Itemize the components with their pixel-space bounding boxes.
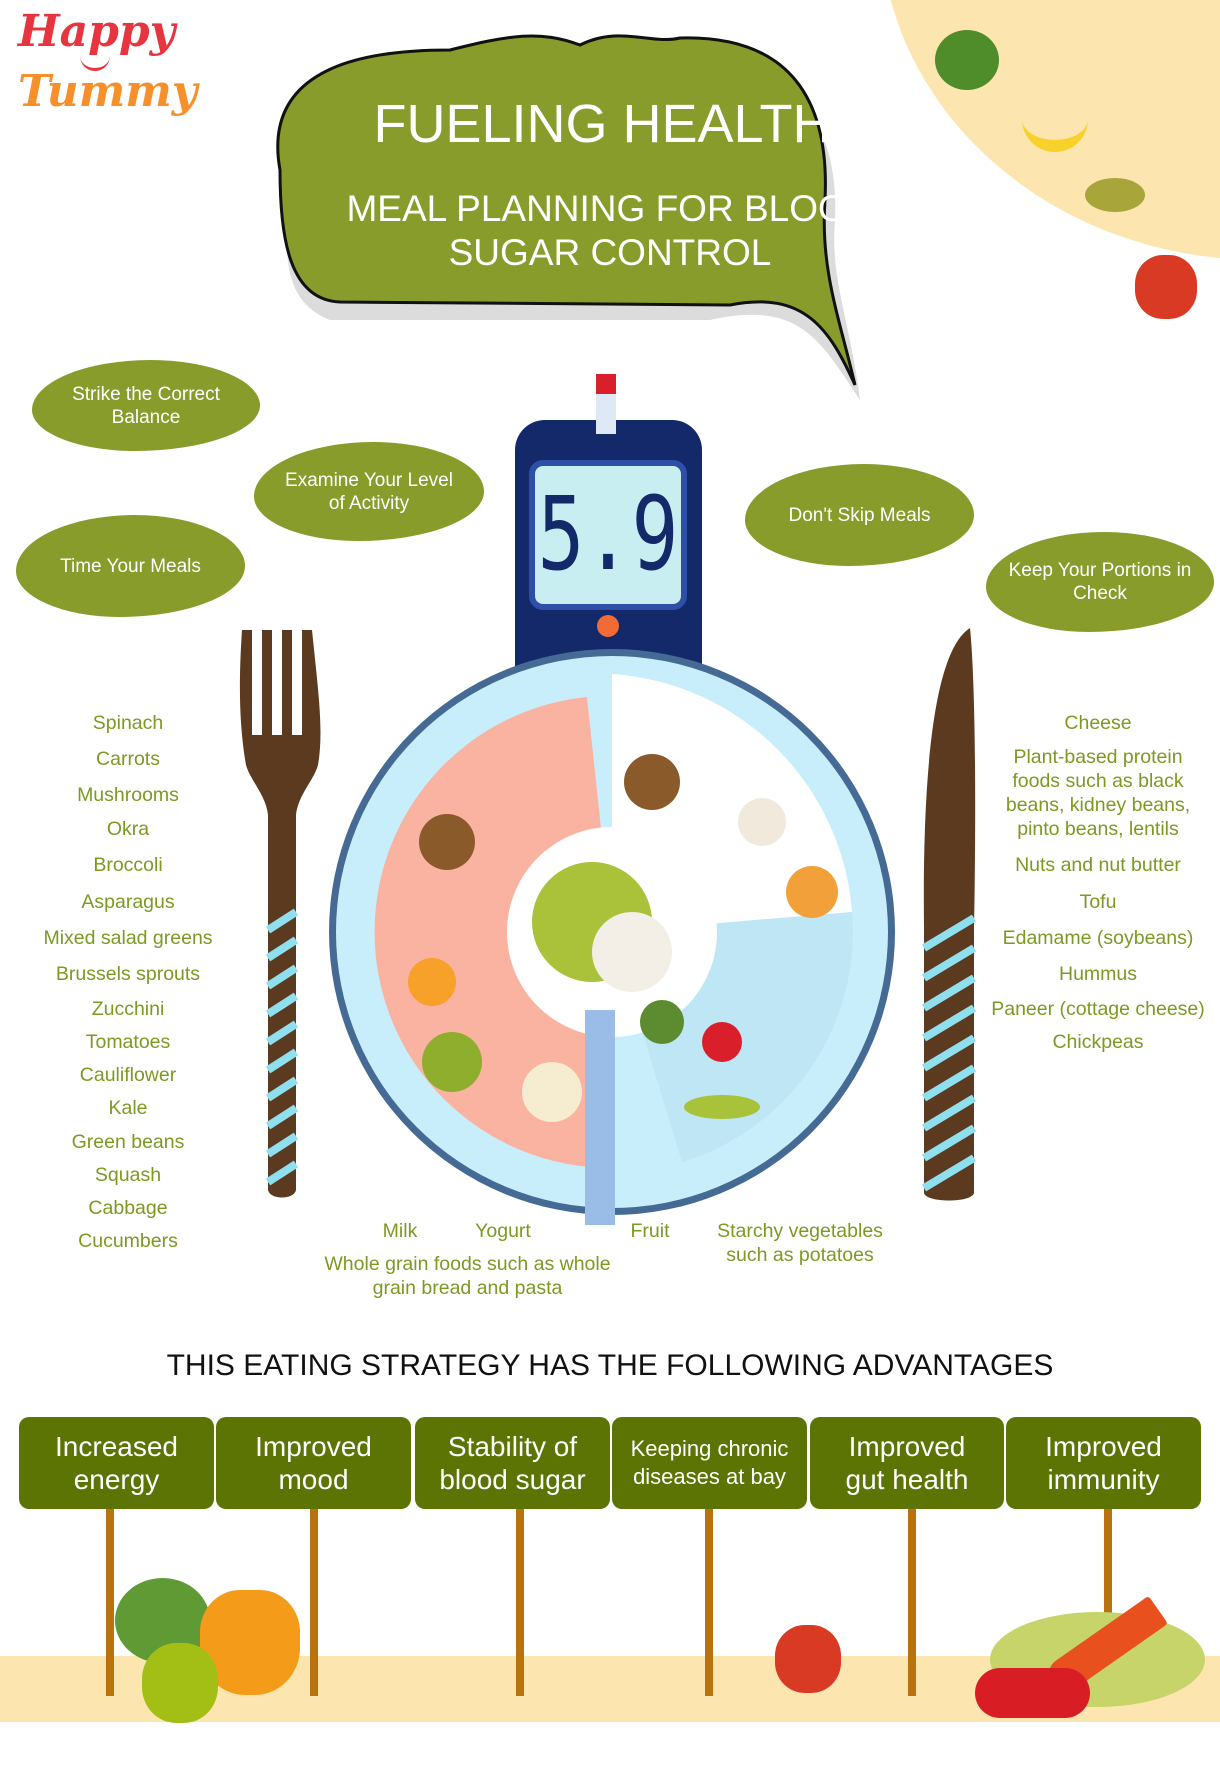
advantage-chronic-diseases: Keeping chronic diseases at bay bbox=[612, 1417, 807, 1509]
knife-icon bbox=[921, 628, 977, 1201]
fork-icon bbox=[239, 630, 321, 1198]
list-item: Okra bbox=[106, 818, 150, 840]
list-item: Spinach bbox=[92, 712, 164, 734]
list-item: Squash bbox=[94, 1164, 162, 1186]
olives-icon bbox=[1085, 178, 1145, 212]
logo-line1: Happy bbox=[18, 6, 176, 57]
sign-pole bbox=[106, 1509, 114, 1696]
tip-dont-skip: Don't Skip Meals bbox=[745, 464, 974, 566]
label-starchy: Starchy vegetables such as potatoes bbox=[717, 1220, 883, 1266]
list-item: Cheese bbox=[1064, 712, 1132, 734]
list-item: Edamame (soybeans) bbox=[1002, 927, 1194, 949]
broccoli-icon bbox=[935, 30, 999, 90]
apple-icon bbox=[775, 1625, 841, 1693]
list-item: Cabbage bbox=[88, 1197, 168, 1219]
test-strip-icon bbox=[596, 374, 616, 434]
list-item: Zucchini bbox=[91, 998, 165, 1020]
list-item: Paneer (cottage cheese) bbox=[991, 998, 1205, 1020]
list-item: Chickpeas bbox=[1052, 1031, 1144, 1053]
tip-strike-balance: Strike the Correct Balance bbox=[32, 360, 260, 451]
apple-icon bbox=[1135, 255, 1197, 319]
food-broccoli-icon bbox=[640, 1000, 684, 1044]
glucose-meter: 5.9 bbox=[515, 374, 702, 680]
food-eggs-icon bbox=[738, 798, 786, 846]
tip-time-meals: Time Your Meals bbox=[16, 515, 245, 617]
smile-icon bbox=[80, 56, 110, 71]
sign-pole bbox=[908, 1509, 916, 1696]
meter-button bbox=[597, 615, 619, 637]
list-item: Mixed salad greens bbox=[43, 927, 213, 949]
food-nuts-icon bbox=[419, 814, 475, 870]
tip-activity-level: Examine Your Level of Activity bbox=[254, 442, 484, 541]
food-mushroom-icon bbox=[592, 912, 672, 992]
tomatoes-icon bbox=[975, 1668, 1090, 1718]
food-tomatoes-icon bbox=[702, 1022, 742, 1062]
food-avocado-half-icon bbox=[422, 1032, 482, 1092]
logo-line2: Tummy bbox=[18, 66, 198, 117]
list-item: Hummus bbox=[1058, 963, 1137, 985]
sign-pole bbox=[705, 1509, 713, 1696]
list-item: Green beans bbox=[71, 1131, 185, 1153]
page-subtitle: MEAL PLANNING FOR BLOOD SUGAR CONTROL bbox=[346, 188, 874, 273]
food-cheese-icon bbox=[522, 1062, 582, 1122]
plate bbox=[329, 649, 895, 1215]
list-item: Kale bbox=[108, 1097, 148, 1119]
list-item: Tomatoes bbox=[85, 1031, 171, 1053]
list-item: Asparagus bbox=[81, 891, 175, 913]
plate-fork-icon bbox=[585, 1010, 615, 1225]
sign-pole bbox=[516, 1509, 524, 1696]
green-apple-icon bbox=[142, 1643, 218, 1723]
list-item: Plant-based protein foods such as black … bbox=[1005, 746, 1191, 840]
advantage-gut-health: Improved gut health bbox=[810, 1417, 1004, 1509]
list-item: Tofu bbox=[1079, 891, 1117, 913]
meter-reading: 5.9 bbox=[537, 476, 679, 594]
advantage-mood: Improved mood bbox=[216, 1417, 411, 1509]
food-pepper-icon bbox=[408, 958, 456, 1006]
advantage-energy: Increased energy bbox=[19, 1417, 214, 1509]
list-item: Cucumbers bbox=[78, 1230, 178, 1252]
label-yogurt: Yogurt bbox=[475, 1220, 531, 1242]
logo: Happy Tummy bbox=[18, 8, 198, 128]
food-chicken-icon bbox=[786, 866, 838, 918]
advantage-immunity: Improved immunity bbox=[1006, 1417, 1201, 1509]
meter-screen: 5.9 bbox=[529, 460, 687, 610]
list-item: Cauliflower bbox=[79, 1064, 177, 1086]
list-item: Broccoli bbox=[93, 854, 163, 876]
list-item: Nuts and nut butter bbox=[1015, 854, 1181, 876]
sign-pole bbox=[310, 1509, 318, 1696]
list-item: Brussels sprouts bbox=[55, 963, 201, 985]
label-grains: Whole grain foods such as whole grain br… bbox=[324, 1253, 611, 1299]
page-title: FUELING HEALTH: bbox=[373, 94, 847, 154]
sign-pole bbox=[1104, 1509, 1112, 1696]
list-item: Mushrooms bbox=[77, 784, 179, 806]
advantage-blood-sugar: Stability of blood sugar bbox=[415, 1417, 610, 1509]
food-zucchini-icon bbox=[684, 1095, 760, 1119]
speech-bubble bbox=[276, 34, 861, 400]
food-mushrooms-icon bbox=[624, 754, 680, 810]
label-fruit: Fruit bbox=[630, 1220, 670, 1242]
label-milk: Milk bbox=[382, 1220, 418, 1242]
advantages-heading: THIS EATING STRATEGY HAS THE FOLLOWING A… bbox=[166, 1349, 1054, 1382]
list-item: Carrots bbox=[96, 748, 160, 770]
tip-portions: Keep Your Portions in Check bbox=[986, 532, 1214, 632]
